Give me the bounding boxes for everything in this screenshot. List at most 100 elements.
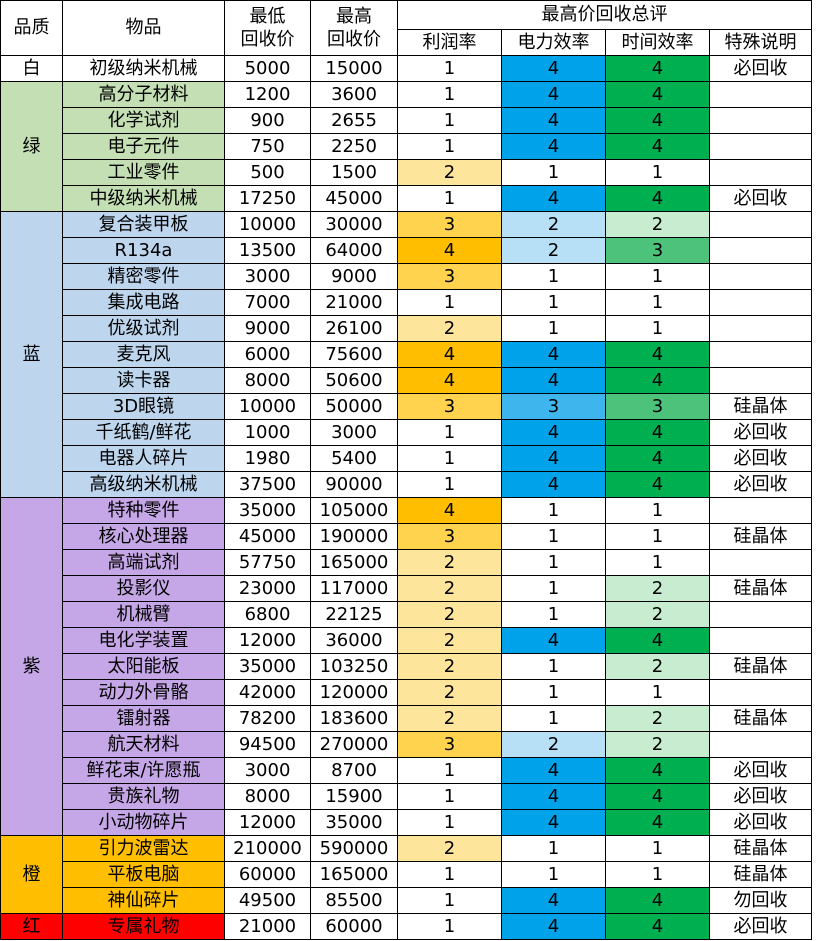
cell-max[interactable]: 117000: [311, 576, 398, 602]
cell-min[interactable]: 60000: [225, 862, 311, 888]
cell-max[interactable]: 270000: [311, 732, 398, 758]
cell-power[interactable]: 4: [502, 784, 606, 810]
cell-note[interactable]: 硅晶体: [710, 654, 812, 680]
cell-time[interactable]: 1: [606, 524, 710, 550]
cell-time[interactable]: 1: [606, 290, 710, 316]
cell-power[interactable]: 4: [502, 472, 606, 498]
cell-max[interactable]: 3000: [311, 420, 398, 446]
cell-note[interactable]: [710, 238, 812, 264]
cell-time[interactable]: 4: [606, 472, 710, 498]
cell-max[interactable]: 1500: [311, 160, 398, 186]
cell-time[interactable]: 2: [606, 212, 710, 238]
cell-min[interactable]: 12000: [225, 628, 311, 654]
cell-time[interactable]: 1: [606, 550, 710, 576]
cell-time[interactable]: 1: [606, 316, 710, 342]
cell-power[interactable]: 1: [502, 290, 606, 316]
cell-time[interactable]: 4: [606, 628, 710, 654]
cell-power[interactable]: 4: [502, 134, 606, 160]
cell-min[interactable]: 57750: [225, 550, 311, 576]
cell-name[interactable]: 镭射器: [63, 706, 225, 732]
cell-profit[interactable]: 1: [398, 56, 502, 82]
cell-max[interactable]: 103250: [311, 654, 398, 680]
cell-power[interactable]: 4: [502, 758, 606, 784]
cell-name[interactable]: 太阳能板: [63, 654, 225, 680]
cell-name[interactable]: 贵族礼物: [63, 784, 225, 810]
cell-min[interactable]: 10000: [225, 394, 311, 420]
cell-max[interactable]: 165000: [311, 550, 398, 576]
cell-profit[interactable]: 1: [398, 472, 502, 498]
cell-max[interactable]: 64000: [311, 238, 398, 264]
cell-profit[interactable]: 2: [398, 706, 502, 732]
cell-min[interactable]: 9000: [225, 316, 311, 342]
cell-name[interactable]: 电化学装置: [63, 628, 225, 654]
cell-time[interactable]: 4: [606, 888, 710, 914]
cell-power[interactable]: 4: [502, 446, 606, 472]
cell-profit[interactable]: 1: [398, 914, 502, 940]
cell-profit[interactable]: 2: [398, 602, 502, 628]
cell-min[interactable]: 37500: [225, 472, 311, 498]
cell-min[interactable]: 1980: [225, 446, 311, 472]
cell-note[interactable]: 必回收: [710, 784, 812, 810]
cell-min[interactable]: 7000: [225, 290, 311, 316]
cell-note[interactable]: [710, 134, 812, 160]
cell-max[interactable]: 45000: [311, 186, 398, 212]
cell-profit[interactable]: 1: [398, 446, 502, 472]
cell-profit[interactable]: 1: [398, 758, 502, 784]
cell-max[interactable]: 9000: [311, 264, 398, 290]
cell-power[interactable]: 2: [502, 732, 606, 758]
cell-power[interactable]: 1: [502, 602, 606, 628]
cell-time[interactable]: 1: [606, 498, 710, 524]
cell-name[interactable]: 高分子材料: [63, 82, 225, 108]
cell-time[interactable]: 4: [606, 186, 710, 212]
cell-name[interactable]: 初级纳米机械: [63, 56, 225, 82]
cell-min[interactable]: 3000: [225, 264, 311, 290]
header-item[interactable]: 物品: [63, 0, 225, 56]
cell-note[interactable]: [710, 602, 812, 628]
cell-max[interactable]: 35000: [311, 810, 398, 836]
cell-max[interactable]: 3600: [311, 82, 398, 108]
cell-min[interactable]: 210000: [225, 836, 311, 862]
cell-time[interactable]: 2: [606, 732, 710, 758]
cell-name[interactable]: 动力外骨骼: [63, 680, 225, 706]
quality-group-cell[interactable]: 绿: [0, 82, 63, 212]
cell-name[interactable]: 3D眼镜: [63, 394, 225, 420]
cell-note[interactable]: [710, 732, 812, 758]
cell-note[interactable]: 必回收: [710, 914, 812, 940]
quality-group-cell[interactable]: 红: [0, 914, 63, 940]
cell-min[interactable]: 1200: [225, 82, 311, 108]
cell-min[interactable]: 8000: [225, 784, 311, 810]
cell-time[interactable]: 4: [606, 82, 710, 108]
cell-time[interactable]: 3: [606, 394, 710, 420]
cell-profit[interactable]: 1: [398, 810, 502, 836]
cell-time[interactable]: 2: [606, 602, 710, 628]
cell-power[interactable]: 4: [502, 914, 606, 940]
cell-max[interactable]: 22125: [311, 602, 398, 628]
header-note[interactable]: 特殊说明: [710, 30, 812, 56]
cell-name[interactable]: 千纸鹤/鲜花: [63, 420, 225, 446]
cell-time[interactable]: 4: [606, 108, 710, 134]
cell-name[interactable]: 高级纳米机械: [63, 472, 225, 498]
header-eval-group[interactable]: 最高价回收总评: [398, 0, 812, 30]
cell-name[interactable]: 机械臂: [63, 602, 225, 628]
cell-min[interactable]: 45000: [225, 524, 311, 550]
cell-profit[interactable]: 1: [398, 290, 502, 316]
quality-group-cell[interactable]: 蓝: [0, 212, 63, 498]
cell-min[interactable]: 10000: [225, 212, 311, 238]
cell-note[interactable]: 必回收: [710, 186, 812, 212]
cell-min[interactable]: 35000: [225, 498, 311, 524]
cell-min[interactable]: 6800: [225, 602, 311, 628]
cell-name[interactable]: 集成电路: [63, 290, 225, 316]
cell-power[interactable]: 1: [502, 550, 606, 576]
cell-profit[interactable]: 1: [398, 420, 502, 446]
cell-min[interactable]: 78200: [225, 706, 311, 732]
cell-min[interactable]: 21000: [225, 914, 311, 940]
cell-max[interactable]: 183600: [311, 706, 398, 732]
cell-profit[interactable]: 3: [398, 212, 502, 238]
cell-max[interactable]: 15000: [311, 56, 398, 82]
cell-name[interactable]: 工业零件: [63, 160, 225, 186]
cell-profit[interactable]: 3: [398, 264, 502, 290]
cell-name[interactable]: 电子元件: [63, 134, 225, 160]
cell-note[interactable]: 硅晶体: [710, 706, 812, 732]
cell-profit[interactable]: 2: [398, 576, 502, 602]
cell-min[interactable]: 42000: [225, 680, 311, 706]
